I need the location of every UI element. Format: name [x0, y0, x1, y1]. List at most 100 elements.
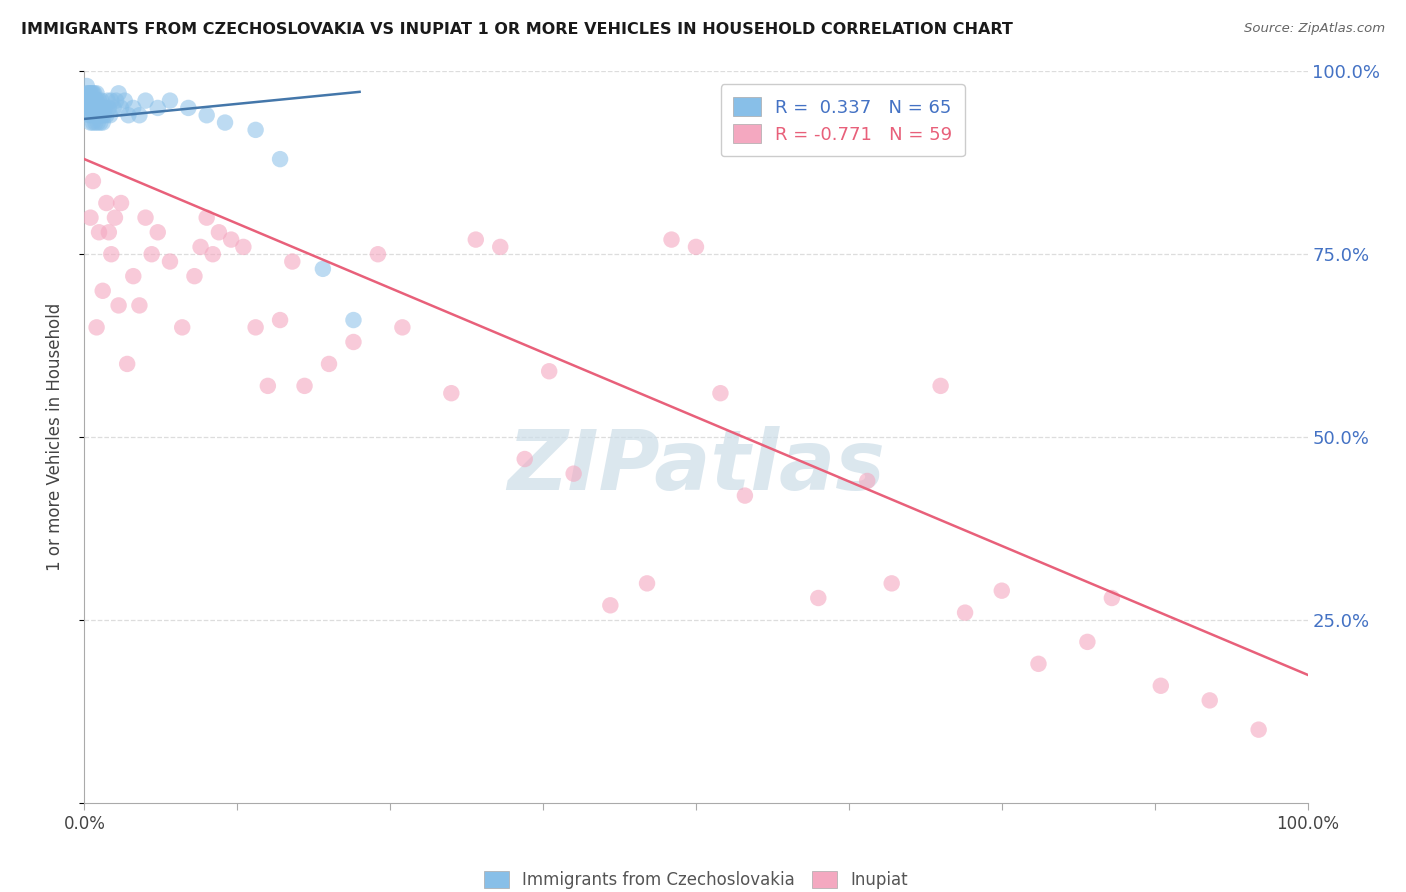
Point	[342, 334, 364, 349]
Point	[89, 115, 111, 129]
Point	[77, 87, 100, 101]
Point	[245, 123, 267, 137]
Point	[89, 101, 111, 115]
Point	[79, 101, 101, 115]
Legend: Immigrants from Czechoslovakia, Inupiat: Immigrants from Czechoslovakia, Inupiat	[475, 863, 917, 892]
Point	[77, 101, 100, 115]
Point	[636, 576, 658, 591]
Point	[84, 101, 107, 115]
Point	[146, 101, 169, 115]
Point	[141, 247, 163, 261]
Point	[79, 94, 101, 108]
Point	[86, 94, 108, 108]
Point	[1028, 657, 1050, 671]
Point	[1198, 693, 1220, 707]
Point	[87, 94, 110, 108]
Point	[87, 108, 110, 122]
Point	[86, 87, 108, 101]
Point	[80, 108, 103, 122]
Point	[991, 583, 1014, 598]
Point	[100, 247, 122, 261]
Point	[172, 320, 194, 334]
Point	[1150, 679, 1173, 693]
Point	[82, 174, 104, 188]
Point	[128, 108, 150, 122]
Point	[367, 247, 389, 261]
Point	[79, 87, 101, 101]
Point	[100, 94, 122, 108]
Point	[195, 108, 218, 122]
Point	[80, 87, 103, 101]
Point	[281, 254, 304, 268]
Point	[82, 101, 104, 115]
Point	[97, 94, 120, 108]
Point	[513, 452, 536, 467]
Point	[342, 313, 364, 327]
Point	[440, 386, 463, 401]
Point	[685, 240, 707, 254]
Point	[114, 94, 136, 108]
Point	[269, 152, 291, 166]
Point	[91, 101, 114, 115]
Point	[257, 379, 280, 393]
Point	[219, 233, 242, 247]
Point	[146, 225, 169, 239]
Point	[953, 606, 976, 620]
Point	[97, 225, 120, 239]
Point	[128, 298, 150, 312]
Point	[86, 320, 108, 334]
Point	[190, 240, 212, 254]
Text: Source: ZipAtlas.com: Source: ZipAtlas.com	[1244, 22, 1385, 36]
Point	[110, 101, 132, 115]
Point	[84, 115, 107, 129]
Point	[661, 233, 683, 247]
Point	[489, 240, 512, 254]
Point	[75, 101, 97, 115]
Point	[83, 87, 105, 101]
Point	[87, 225, 110, 239]
Point	[103, 101, 125, 115]
Point	[104, 211, 127, 225]
Point	[93, 108, 115, 122]
Point	[77, 94, 100, 108]
Point	[77, 94, 100, 108]
Point	[98, 108, 121, 122]
Point	[391, 320, 413, 334]
Point	[208, 225, 231, 239]
Point	[312, 261, 335, 276]
Point	[135, 211, 157, 225]
Point	[599, 599, 621, 613]
Point	[83, 94, 105, 108]
Y-axis label: 1 or more Vehicles in Household: 1 or more Vehicles in Household	[45, 303, 63, 571]
Point	[84, 94, 107, 108]
Point	[82, 94, 104, 108]
Point	[107, 87, 129, 101]
Point	[122, 269, 145, 284]
Point	[232, 240, 254, 254]
Point	[96, 108, 118, 122]
Point	[562, 467, 585, 481]
Point	[90, 94, 112, 108]
Point	[294, 379, 316, 393]
Point	[80, 101, 103, 115]
Point	[1101, 591, 1123, 605]
Point	[318, 357, 340, 371]
Point	[734, 489, 756, 503]
Point	[76, 87, 98, 101]
Point	[538, 364, 561, 378]
Point	[183, 269, 205, 284]
Point	[709, 386, 731, 401]
Point	[1247, 723, 1270, 737]
Point	[880, 576, 903, 591]
Point	[77, 108, 100, 122]
Point	[87, 115, 110, 129]
Point	[77, 87, 100, 101]
Point	[82, 87, 104, 101]
Point	[195, 211, 218, 225]
Point	[91, 284, 114, 298]
Point	[135, 94, 157, 108]
Text: ZIPatlas: ZIPatlas	[508, 425, 884, 507]
Point	[929, 379, 952, 393]
Point	[76, 78, 98, 93]
Point	[110, 196, 132, 211]
